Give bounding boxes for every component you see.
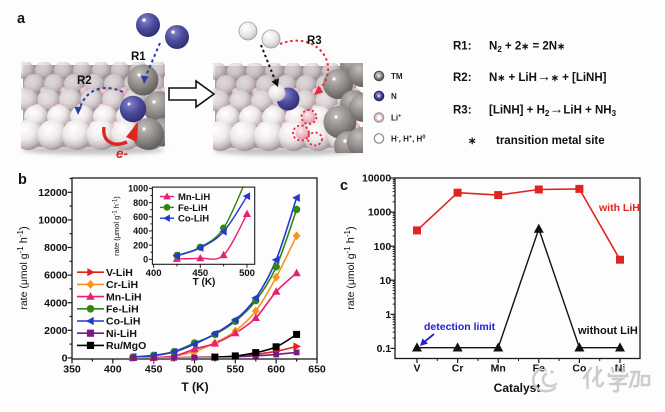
svg-text:TM: TM bbox=[391, 72, 403, 81]
svg-text:∗: ∗ bbox=[468, 136, 476, 147]
svg-text:10000: 10000 bbox=[38, 215, 67, 227]
svg-text:R2:: R2: bbox=[453, 72, 472, 84]
svg-text:Li+: Li+ bbox=[391, 114, 401, 123]
svg-text:Co: Co bbox=[572, 362, 586, 374]
svg-text:100: 100 bbox=[374, 241, 392, 253]
svg-text:Mn: Mn bbox=[491, 362, 506, 374]
svg-text:Cr: Cr bbox=[452, 362, 464, 374]
svg-text:detection limit: detection limit bbox=[424, 321, 496, 333]
svg-text:1: 1 bbox=[385, 309, 391, 321]
svg-text:[LiNH] + H2→LiH + NH3: [LiNH] + H2→LiH + NH3 bbox=[489, 101, 617, 119]
svg-text:transition metal site: transition metal site bbox=[496, 135, 605, 147]
svg-text:550: 550 bbox=[227, 363, 245, 375]
svg-text:400: 400 bbox=[133, 226, 148, 236]
svg-text:Mn-LiH: Mn-LiH bbox=[106, 291, 142, 303]
svg-text:e-: e- bbox=[116, 146, 129, 161]
svg-text:N2 + 2∗ = 2N∗: N2 + 2∗ = 2N∗ bbox=[489, 41, 565, 55]
svg-text:Cr-LiH: Cr-LiH bbox=[106, 279, 138, 291]
svg-text:Ru/MgO: Ru/MgO bbox=[106, 340, 146, 352]
svg-text:0: 0 bbox=[143, 255, 148, 265]
svg-text:without LiH: without LiH bbox=[577, 325, 638, 337]
svg-text:800: 800 bbox=[133, 198, 148, 208]
svg-text:with LiH: with LiH bbox=[598, 202, 640, 214]
svg-text:1000: 1000 bbox=[128, 184, 148, 194]
svg-text:2000: 2000 bbox=[44, 325, 68, 337]
svg-text:H-, H+, H0: H-, H+, H0 bbox=[391, 135, 425, 144]
svg-text:a: a bbox=[17, 11, 26, 27]
svg-text:Catalyst: Catalyst bbox=[494, 381, 541, 395]
svg-text:600: 600 bbox=[133, 212, 148, 222]
svg-text:Fe-LiH: Fe-LiH bbox=[106, 304, 139, 316]
svg-text:400: 400 bbox=[146, 268, 162, 279]
svg-text:R2: R2 bbox=[77, 75, 92, 87]
svg-text:R1: R1 bbox=[131, 51, 146, 63]
svg-text:4000: 4000 bbox=[44, 297, 68, 309]
svg-text:400: 400 bbox=[104, 363, 122, 375]
svg-text:10000: 10000 bbox=[362, 173, 391, 185]
svg-text:N: N bbox=[391, 92, 397, 101]
svg-text:450: 450 bbox=[145, 363, 163, 375]
svg-text:R3:: R3: bbox=[453, 105, 472, 117]
svg-text:R1:: R1: bbox=[453, 41, 472, 53]
svg-text:650: 650 bbox=[308, 363, 326, 375]
svg-text:0.1: 0.1 bbox=[377, 343, 392, 355]
svg-text:Co-LiH: Co-LiH bbox=[106, 316, 140, 328]
svg-text:V-LiH: V-LiH bbox=[106, 267, 133, 279]
svg-text:Fe-LiH: Fe-LiH bbox=[178, 203, 208, 214]
svg-text:500: 500 bbox=[239, 268, 255, 279]
svg-text:T (K): T (K) bbox=[193, 277, 216, 288]
svg-text:rate (μmol g-1 h-1): rate (μmol g-1 h-1) bbox=[16, 226, 30, 309]
svg-text:Co-LiH: Co-LiH bbox=[178, 214, 209, 225]
svg-text:Ni-LiH: Ni-LiH bbox=[106, 328, 137, 340]
svg-text:b: b bbox=[18, 172, 27, 188]
svg-text:c: c bbox=[340, 178, 348, 194]
svg-text:8000: 8000 bbox=[44, 242, 68, 254]
svg-text:600: 600 bbox=[267, 363, 285, 375]
svg-text:500: 500 bbox=[186, 363, 204, 375]
svg-text:V: V bbox=[413, 362, 420, 374]
svg-text:R3: R3 bbox=[307, 35, 322, 47]
svg-text:1000: 1000 bbox=[368, 207, 392, 219]
svg-text:Ni: Ni bbox=[615, 362, 626, 374]
svg-text:10: 10 bbox=[380, 275, 392, 287]
svg-text:rate (μmol g-1 h-1): rate (μmol g-1 h-1) bbox=[112, 196, 121, 256]
svg-text:N∗ + LiH→∗ + [LiNH]: N∗ + LiH→∗ + [LiNH] bbox=[489, 68, 607, 84]
svg-text:0: 0 bbox=[62, 353, 68, 365]
svg-text:T (K): T (K) bbox=[181, 380, 208, 394]
svg-text:Mn-LiH: Mn-LiH bbox=[178, 192, 210, 203]
svg-text:350: 350 bbox=[63, 363, 81, 375]
svg-text:450: 450 bbox=[192, 268, 208, 279]
svg-text:12000: 12000 bbox=[38, 187, 67, 199]
svg-text:rate (μmol g-1 h-1): rate (μmol g-1 h-1) bbox=[343, 226, 357, 309]
svg-text:6000: 6000 bbox=[44, 270, 68, 282]
svg-text:200: 200 bbox=[133, 240, 148, 250]
